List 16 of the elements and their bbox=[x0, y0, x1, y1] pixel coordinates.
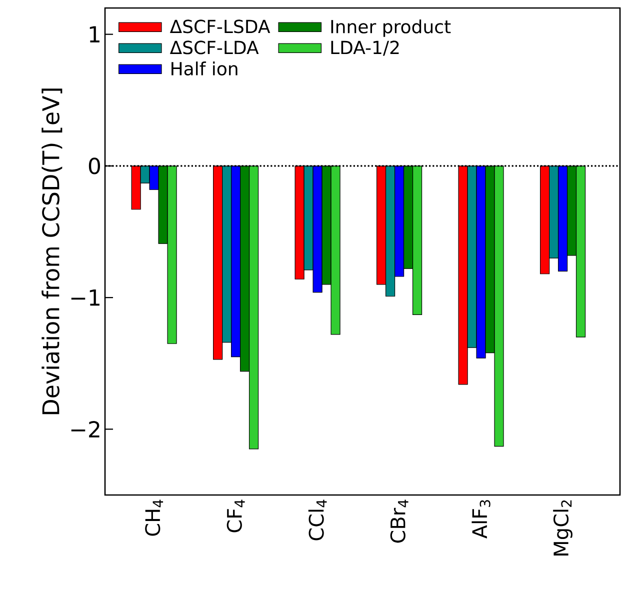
x-tick-label: AlF$_{3}$ bbox=[472, 500, 490, 539]
y-axis-title: Deviation from CCSD(T) [eV] bbox=[42, 88, 62, 414]
legend-label: Inner product bbox=[331, 20, 451, 37]
x-tick-label: CH$_{4}$ bbox=[145, 500, 164, 536]
legend-label: ΔSCF-LSDA bbox=[170, 20, 270, 34]
legend-label: Half ion bbox=[172, 62, 238, 76]
x-tick-label: CBr$_{4}$ bbox=[390, 500, 408, 543]
y-tick-label: 0 bbox=[88, 158, 100, 174]
y-tick-label: −1 bbox=[71, 290, 100, 306]
legend-label: ΔSCF-LDA bbox=[170, 40, 259, 54]
y-tick-label: 1 bbox=[90, 26, 100, 42]
x-tick-label: CF$_{4}$ bbox=[226, 500, 245, 532]
x-tick-label: MgCl$_{2}$ bbox=[553, 500, 572, 556]
y-tick-label: −2 bbox=[71, 421, 100, 438]
legend-label: LDA-1/2 bbox=[331, 40, 399, 56]
x-tick-label: CCl$_{4}$ bbox=[308, 500, 327, 540]
